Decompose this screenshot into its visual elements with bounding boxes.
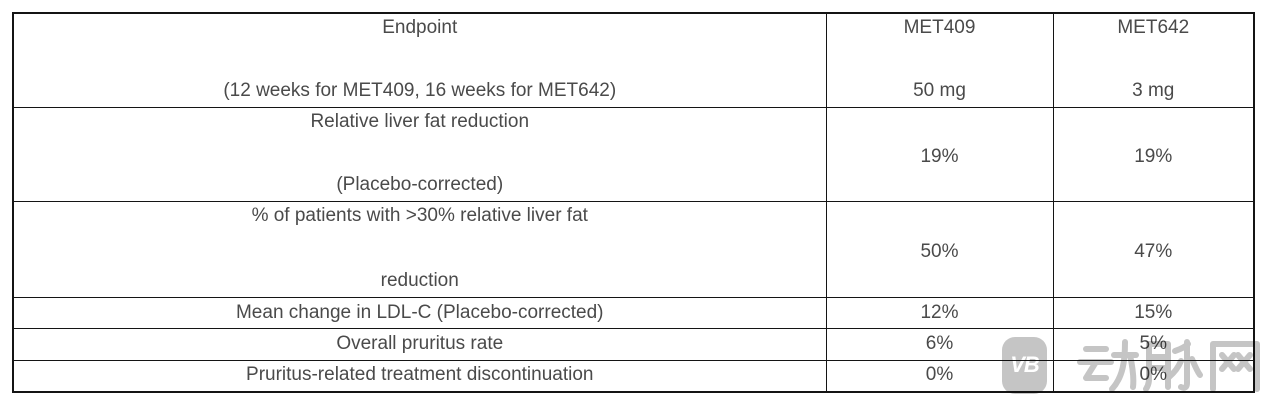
met409-value: 0% [925,364,954,386]
met642-value: 15% [1134,301,1173,323]
met642-value-cell: 0% [1052,360,1255,392]
endpoint-label-line2: reduction [380,270,459,292]
met642-value: 19% [1134,145,1173,167]
results-table: Endpoint (12 weeks for MET409, 16 weeks … [12,12,1255,393]
met642-value: 47% [1134,240,1173,262]
met642-value-cell: 5% [1052,328,1255,361]
met409-value: 6% [925,333,954,355]
met409-header-cell: MET409 50 mg [825,12,1054,108]
endpoint-cell: Pruritus-related treatment discontinuati… [12,360,827,392]
endpoint-header-cell: Endpoint (12 weeks for MET409, 16 weeks … [12,12,827,108]
endpoint-header-line2: (12 weeks for MET409, 16 weeks for MET64… [223,80,617,102]
endpoint-label: Mean change in LDL-C (Placebo-corrected) [235,301,604,323]
table-row-pruritus-rate: Overall pruritus rate 6% 5% [12,328,1255,361]
met642-value: 5% [1139,333,1167,355]
met642-value: 0% [1139,364,1167,386]
met409-value: 12% [920,301,959,323]
met642-value-cell: 15% [1052,297,1255,329]
table-row-ldl-c: Mean change in LDL-C (Placebo-corrected)… [12,297,1255,329]
met642-value-cell: 19% [1052,107,1255,202]
met409-value-cell: 6% [825,328,1054,361]
met409-header-name: MET409 [903,17,976,38]
endpoint-label: Pruritus-related treatment discontinuati… [246,364,594,386]
endpoint-label: Overall pruritus rate [336,333,504,355]
endpoint-cell: Relative liver fat reduction (Placebo-co… [12,107,827,202]
met409-value-cell: 50% [825,201,1054,298]
table-row-discontinuation: Pruritus-related treatment discontinuati… [12,360,1255,392]
endpoint-label-line1: Relative liver fat reduction [310,111,530,132]
endpoint-header-line1: Endpoint [382,17,458,38]
met409-value-cell: 0% [825,360,1054,392]
endpoint-cell: % of patients with >30% relative liver f… [12,201,827,298]
endpoint-cell: Overall pruritus rate [12,328,827,361]
met409-value: 50% [920,240,959,262]
met409-value-cell: 12% [825,297,1054,329]
table-row-liver-fat-reduction: Relative liver fat reduction (Placebo-co… [12,107,1255,202]
endpoint-label-line1: % of patients with >30% relative liver f… [251,205,588,226]
table-header-row: Endpoint (12 weeks for MET409, 16 weeks … [12,12,1255,108]
endpoint-label-line2: (Placebo-corrected) [336,174,504,196]
met409-value-cell: 19% [825,107,1054,202]
met409-header-dose: 50 mg [913,80,966,102]
endpoint-cell: Mean change in LDL-C (Placebo-corrected) [12,297,827,329]
met409-value: 19% [920,145,959,167]
met642-header-cell: MET642 3 mg [1052,12,1255,108]
met642-header-name: MET642 [1117,17,1190,38]
met642-value-cell: 47% [1052,201,1255,298]
met642-header-dose: 3 mg [1132,80,1175,102]
table-row-patients-over-30pct: % of patients with >30% relative liver f… [12,201,1255,298]
